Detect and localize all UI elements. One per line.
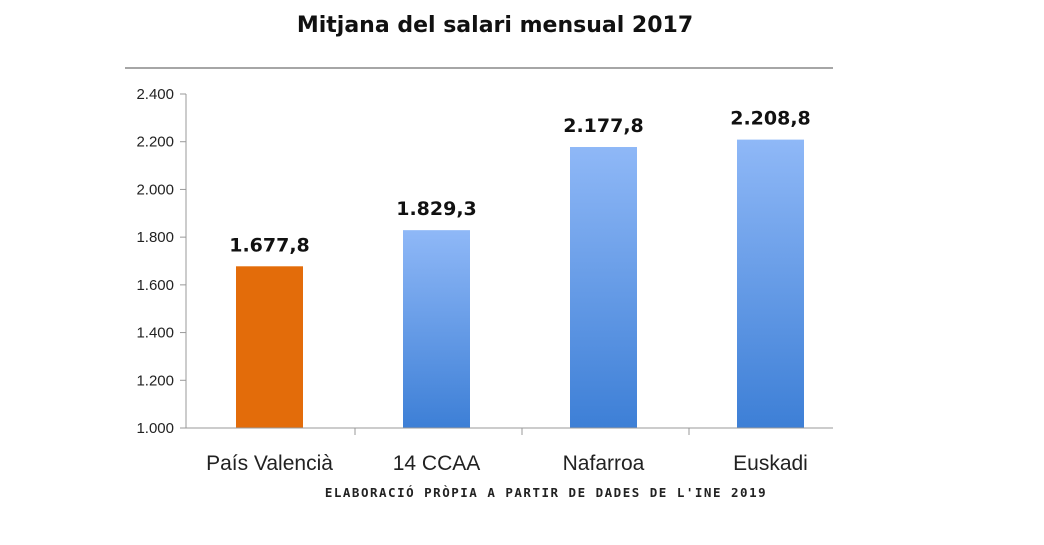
x-category-label: Nafarroa	[563, 452, 645, 475]
y-tick-label: 1.400	[136, 325, 174, 342]
y-axis: 1.000 1.200 1.400 1.600 1.800 2.000 2.200 2.400	[136, 86, 187, 437]
bar	[570, 147, 637, 429]
source-note: ELABORACIÓ PRÒPIA A PARTIR DE DADES DE L…	[325, 485, 767, 500]
bars: 1.677,8 1.829,3 2.177,8 2.208,8	[229, 108, 811, 429]
y-tick-label: 1.800	[136, 229, 174, 246]
bar-value-label: 2.208,8	[730, 108, 811, 130]
bar-value-label: 1.829,3	[396, 198, 477, 220]
y-tick-label: 2.200	[136, 134, 174, 151]
x-axis: País Valencià 14 CCAA Nafarroa Euskadi	[186, 427, 833, 475]
y-tick-label: 1.600	[136, 277, 174, 294]
x-category-label: 14 CCAA	[393, 452, 481, 475]
y-tick-label: 1.000	[136, 420, 174, 437]
bar-value-label: 2.177,8	[563, 115, 644, 137]
x-category-label: Euskadi	[733, 452, 808, 475]
bar	[737, 139, 804, 428]
x-category-label: País Valencià	[206, 452, 333, 475]
bar	[403, 230, 470, 428]
y-tick-label: 2.400	[136, 86, 174, 103]
bar	[236, 266, 303, 428]
bar-value-label: 1.677,8	[229, 234, 310, 256]
chart-title: Mitjana del salari mensual 2017	[297, 13, 693, 38]
y-tick-label: 1.200	[136, 372, 174, 389]
y-tick-label: 2.000	[136, 181, 174, 198]
